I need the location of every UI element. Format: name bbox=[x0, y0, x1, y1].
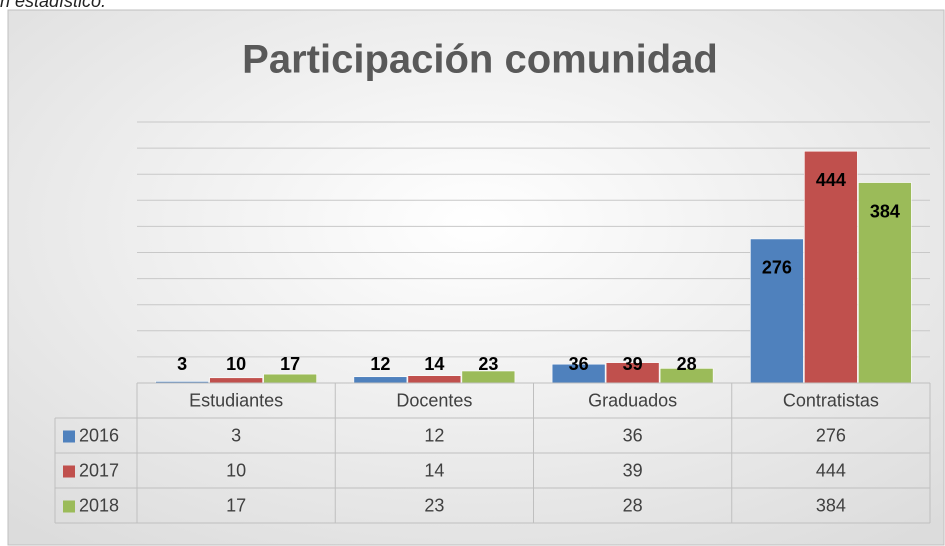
bar bbox=[209, 377, 263, 384]
table-cell: 17 bbox=[226, 495, 246, 515]
bar bbox=[407, 375, 462, 384]
table-cell: 23 bbox=[424, 495, 444, 515]
table-cell: 28 bbox=[623, 495, 643, 515]
data-label: 3 bbox=[177, 354, 187, 374]
data-label: 12 bbox=[370, 354, 390, 374]
bar bbox=[263, 373, 317, 384]
data-label: 384 bbox=[870, 201, 900, 221]
legend-label: 2018 bbox=[79, 495, 119, 515]
data-label: 23 bbox=[478, 354, 498, 374]
table-cell: 444 bbox=[816, 460, 846, 480]
bar bbox=[804, 150, 858, 384]
data-label: 36 bbox=[569, 354, 589, 374]
legend-key bbox=[63, 465, 75, 478]
table-cell: 12 bbox=[424, 425, 444, 445]
caption-fragment: n estadístico. bbox=[0, 0, 106, 11]
data-label: 17 bbox=[280, 354, 300, 374]
table-cell: 276 bbox=[816, 425, 846, 445]
legend-key bbox=[63, 430, 75, 443]
data-label: 10 bbox=[226, 354, 246, 374]
bar bbox=[750, 238, 804, 384]
table-cell: 3 bbox=[231, 425, 241, 445]
table-cell: 39 bbox=[623, 460, 643, 480]
chart-title: Participación comunidad bbox=[242, 38, 718, 82]
data-label: 39 bbox=[623, 354, 643, 374]
legend-label: 2016 bbox=[79, 425, 119, 445]
bar bbox=[858, 182, 912, 384]
table-cell: 10 bbox=[226, 460, 246, 480]
legend-label: 2017 bbox=[79, 460, 119, 480]
data-label: 14 bbox=[424, 354, 444, 374]
data-label: 276 bbox=[762, 258, 792, 278]
bar bbox=[353, 376, 408, 384]
x-tick-label: Graduados bbox=[588, 390, 677, 410]
x-tick-label: Estudiantes bbox=[189, 390, 283, 410]
data-label: 444 bbox=[816, 170, 846, 190]
table-cell: 384 bbox=[816, 495, 846, 515]
x-tick-label: Contratistas bbox=[783, 390, 879, 410]
table-cell: 36 bbox=[623, 425, 643, 445]
data-label: 28 bbox=[677, 354, 697, 374]
legend-key bbox=[63, 500, 75, 513]
x-tick-label: Docentes bbox=[396, 390, 472, 410]
table-cell: 14 bbox=[424, 460, 444, 480]
